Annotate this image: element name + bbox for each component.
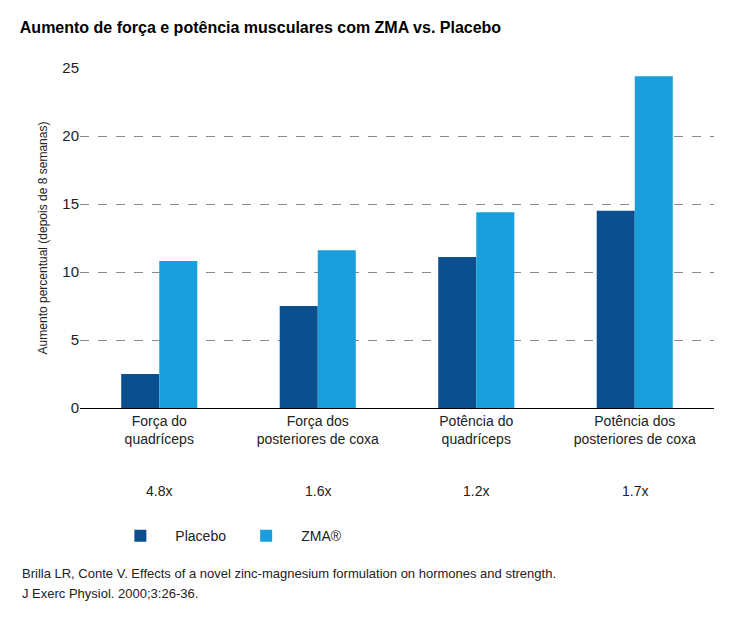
svg-text:Potência doquadríceps: Potência doquadríceps <box>439 413 513 447</box>
svg-text:25: 25 <box>62 59 79 76</box>
svg-text:15: 15 <box>62 195 79 212</box>
svg-text:4.8x: 4.8x <box>146 483 172 499</box>
svg-text:J Exerc Physiol. 2000;3:26-36.: J Exerc Physiol. 2000;3:26-36. <box>22 586 198 601</box>
svg-text:Força doquadríceps: Força doquadríceps <box>125 413 194 447</box>
svg-text:Força dosposteriores de coxa: Força dosposteriores de coxa <box>257 413 379 447</box>
svg-text:10: 10 <box>62 263 79 280</box>
svg-text:Placebo: Placebo <box>175 528 226 544</box>
svg-text:1.2x: 1.2x <box>463 483 489 499</box>
svg-text:1.7x: 1.7x <box>622 483 648 499</box>
svg-text:Aumento de força e potência mu: Aumento de força e potência musculares c… <box>20 19 502 36</box>
svg-text:Potência dosposteriores de cox: Potência dosposteriores de coxa <box>574 413 696 447</box>
svg-text:ZMA®: ZMA® <box>301 528 342 544</box>
svg-text:Brilla LR, Conte V. Effects of: Brilla LR, Conte V. Effects of a novel z… <box>22 566 556 581</box>
svg-text:1.6x: 1.6x <box>305 483 331 499</box>
svg-text:0: 0 <box>71 399 79 416</box>
svg-text:20: 20 <box>62 127 79 144</box>
svg-text:5: 5 <box>71 331 79 348</box>
svg-text:Aumento percentual (depois de: Aumento percentual (depois de 8 semanas) <box>36 122 50 355</box>
